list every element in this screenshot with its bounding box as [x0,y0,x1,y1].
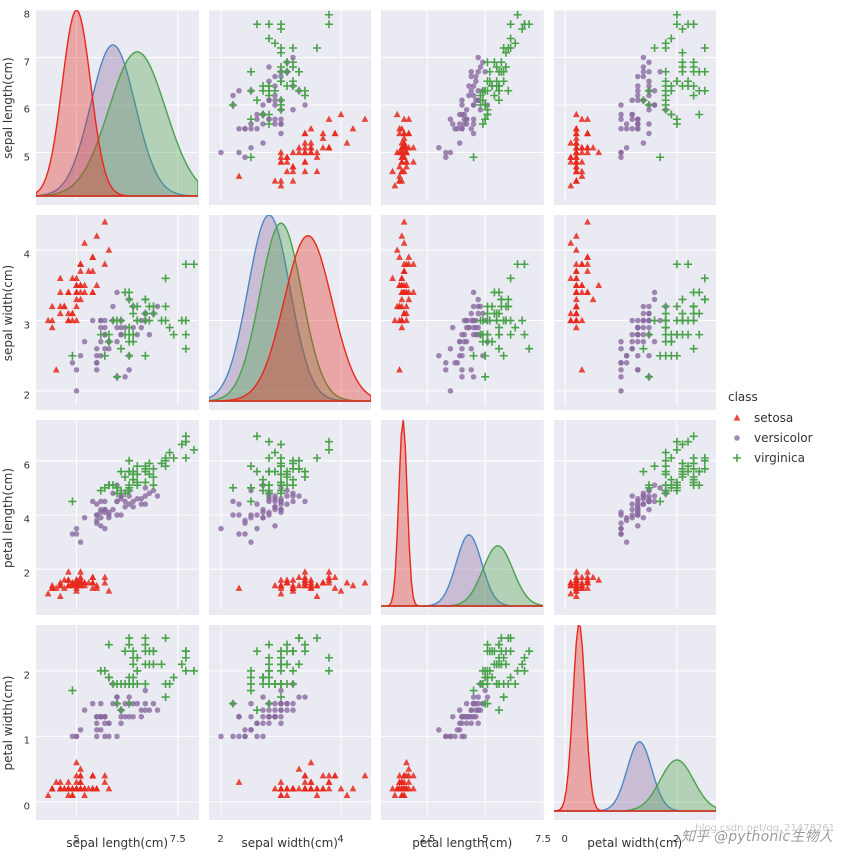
scatter-panel [209,10,372,205]
y-axis-label: sepal length(cm) [1,57,15,159]
tick-label: 2.5 [419,834,435,845]
scatter-panel [381,215,544,410]
scatter-panel [554,10,717,205]
tick-label: 4 [24,515,30,526]
scatter-panel [554,215,717,410]
triangle-icon [728,411,746,425]
kde-panel: petal width(cm)02 [554,625,717,820]
tick-label: 7 [24,57,30,68]
scatter-panel: petal length(cm)2.557.5 [381,625,544,820]
pair-plot-grid: sepal length(cm)5678sepal width(cm)234pe… [36,10,716,820]
tick-label: 2 [24,390,30,401]
tick-label: 5 [482,834,488,845]
watermark-text: 知乎 @pythonic生物人 [681,826,833,846]
legend-label: versicolor [754,431,813,445]
kde-panel [381,420,544,615]
kde-panel [209,215,372,410]
tick-label: 0 [24,801,30,812]
x-axis-label: petal width(cm) [587,836,682,850]
scatter-panel [381,10,544,205]
tick-label: 7.5 [535,834,551,845]
tick-label: 7.5 [170,834,186,845]
legend-item: virginica [728,448,813,468]
tick-label: 1 [24,736,30,747]
y-axis-label: petal length(cm) [1,467,15,567]
scatter-panel: petal length(cm)246 [36,420,199,615]
tick-label: 5 [73,834,79,845]
y-axis-label: petal width(cm) [1,675,15,770]
tick-label: 6 [24,105,30,116]
legend: class setosa versicolor virginica [728,390,813,468]
legend-label: setosa [754,411,793,425]
circle-icon [728,431,746,445]
plus-icon [728,451,746,465]
scatter-panel: sepal width(cm)24 [209,625,372,820]
x-axis-label: sepal width(cm) [242,836,338,850]
legend-title: class [728,390,813,404]
legend-label: virginica [754,451,805,465]
scatter-panel: sepal width(cm)234 [36,215,199,410]
scatter-panel [554,420,717,615]
tick-label: 3 [24,320,30,331]
scatter-panel: petal width(cm)012sepal length(cm)57.5 [36,625,199,820]
tick-label: 2 [673,834,679,845]
tick-label: 2 [24,569,30,580]
legend-item: setosa [728,408,813,428]
tick-label: 5 [24,152,30,163]
tick-label: 6 [24,460,30,471]
tick-label: 0 [561,834,567,845]
x-axis-label: sepal length(cm) [66,836,168,850]
tick-label: 8 [24,10,30,21]
tick-label: 2 [24,670,30,681]
kde-panel: sepal length(cm)5678 [36,10,199,205]
tick-label: 4 [24,250,30,261]
tick-label: 2 [217,834,223,845]
y-axis-label: sepal width(cm) [1,264,15,360]
tick-label: 4 [337,834,343,845]
legend-item: versicolor [728,428,813,448]
scatter-panel [209,420,372,615]
